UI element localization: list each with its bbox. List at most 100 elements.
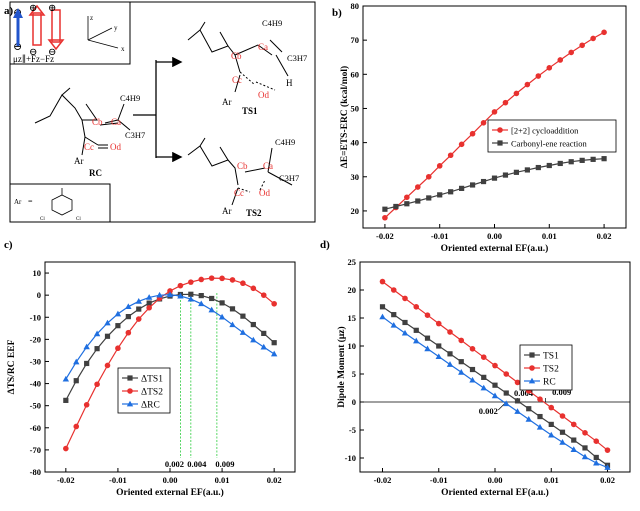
data-point-c (218, 313, 226, 320)
data-point-d (537, 413, 543, 420)
legend-label-b: [2+2] cycloaddition (511, 126, 579, 136)
data-point-b (414, 184, 421, 190)
ts2-od: Od (259, 188, 270, 198)
data-point-c (73, 378, 79, 384)
data-point-c (156, 291, 163, 298)
x-tick-label-d: 0.00 (488, 475, 503, 485)
data-point-b (469, 182, 476, 188)
data-point-d (469, 346, 476, 352)
data-point-b (601, 29, 607, 36)
rc-label: RC (89, 168, 102, 178)
data-point-b (535, 164, 541, 171)
minus-icon: ⊖ (13, 41, 22, 53)
data-point-d (514, 408, 521, 414)
crossing-label-c: 0.004 (187, 459, 207, 469)
data-point-d (548, 431, 555, 438)
ts1-h: H (286, 78, 293, 88)
mu-expression: μz∥+Fz−Fz (13, 54, 54, 64)
data-point-c (115, 345, 121, 352)
data-point-c (271, 340, 277, 346)
data-point-d (435, 353, 442, 360)
x-tick-label-c: 0.02 (267, 475, 282, 485)
data-point-d (413, 304, 420, 310)
data-point-c (209, 295, 215, 302)
crossing-label-d: 0.004 (514, 388, 534, 398)
data-point-d (604, 464, 611, 470)
data-point-c (125, 303, 132, 310)
data-point-d (391, 312, 397, 318)
legend-marker-b (497, 140, 503, 146)
data-point-c (145, 294, 153, 300)
ts2-c3h7: C3H7 (279, 173, 299, 183)
ts1-c4h9: C4H9 (262, 18, 282, 28)
chart-b: -0.02 -0.01 0.00 0.01 0.02 20 30 40 50 60 70 80 Orie… (339, 1, 627, 254)
data-point-c (135, 316, 142, 322)
data-point-d (436, 343, 442, 349)
panel-a: a) ⊕ ⊖ ⊕ ⊕ ⊖ ⊖ μz∥+Fz−Fz z y x (4, 1, 316, 223)
data-point-b (524, 167, 530, 173)
data-point-b (382, 206, 388, 212)
legend-marker-d (529, 352, 535, 358)
data-point-c (229, 321, 236, 328)
legend-marker-d (528, 377, 536, 384)
data-point-c (166, 291, 174, 298)
data-point-d (582, 430, 588, 436)
data-point-d (548, 421, 554, 427)
data-point-d (424, 335, 431, 341)
data-point-c (73, 423, 80, 430)
data-point-c (104, 333, 111, 339)
data-point-d (570, 421, 577, 428)
data-point-d (503, 371, 510, 377)
ts2-ca: Ca (263, 161, 273, 171)
ts1-structure (187, 21, 289, 93)
data-point-c (94, 346, 100, 352)
reaction-arrows (133, 56, 183, 163)
data-point-c (240, 280, 246, 287)
x-tick-label-b: 0.02 (597, 231, 612, 241)
field-arrow-up-icon (32, 12, 42, 46)
y-tick-label-d: -5 (349, 425, 356, 435)
data-point-d (469, 366, 476, 373)
y-tick-label-b: 20 (351, 206, 360, 216)
data-point-c (261, 330, 267, 336)
x-tick-label-d: 0.02 (600, 475, 615, 485)
legend-label-c: ΔTS1 (141, 375, 163, 385)
data-point-c (188, 279, 194, 285)
rc-ca: Ca (111, 117, 121, 127)
y-tick-label-b: 80 (351, 1, 360, 11)
data-point-d (402, 295, 408, 302)
y-tick-label-d: 5 (352, 369, 356, 379)
data-point-b (426, 195, 432, 201)
data-point-c (115, 323, 121, 329)
ts1-cb: Cb (231, 51, 242, 61)
data-point-d (570, 446, 577, 452)
y-tick-label-d: 10 (348, 341, 357, 351)
data-point-c (198, 293, 204, 299)
data-point-d (458, 359, 464, 365)
data-point-c (104, 319, 111, 326)
legend-b (487, 119, 617, 153)
data-point-d (402, 319, 408, 326)
data-point-b (469, 130, 476, 137)
data-point-c (83, 402, 90, 408)
data-point-c (63, 397, 69, 403)
data-point-d (424, 312, 431, 319)
data-point-d (526, 406, 532, 412)
ar-def-ar: Ar (14, 198, 22, 206)
ts2-label: TS2 (246, 208, 262, 218)
data-point-d (401, 329, 409, 336)
chart-c: -0.02 -0.01 0.00 0.01 0.02 -80 -70 -60 -50 -40 -30… (7, 261, 296, 498)
data-point-c (208, 275, 215, 281)
x-tick-label-b: 0.01 (542, 231, 557, 241)
data-point-c (63, 445, 69, 452)
legend-label-d: RC (543, 378, 556, 388)
legend-marker-c (127, 375, 133, 381)
data-point-c (219, 275, 225, 282)
data-point-c (219, 300, 225, 306)
x-axis-label-c: Oriented external EF(a.u.) (116, 487, 224, 498)
data-point-b (448, 189, 454, 195)
ar-def-cl2: Cl (76, 217, 81, 222)
ts1-cc: Cc (232, 75, 242, 85)
legend-marker-b (497, 127, 503, 133)
